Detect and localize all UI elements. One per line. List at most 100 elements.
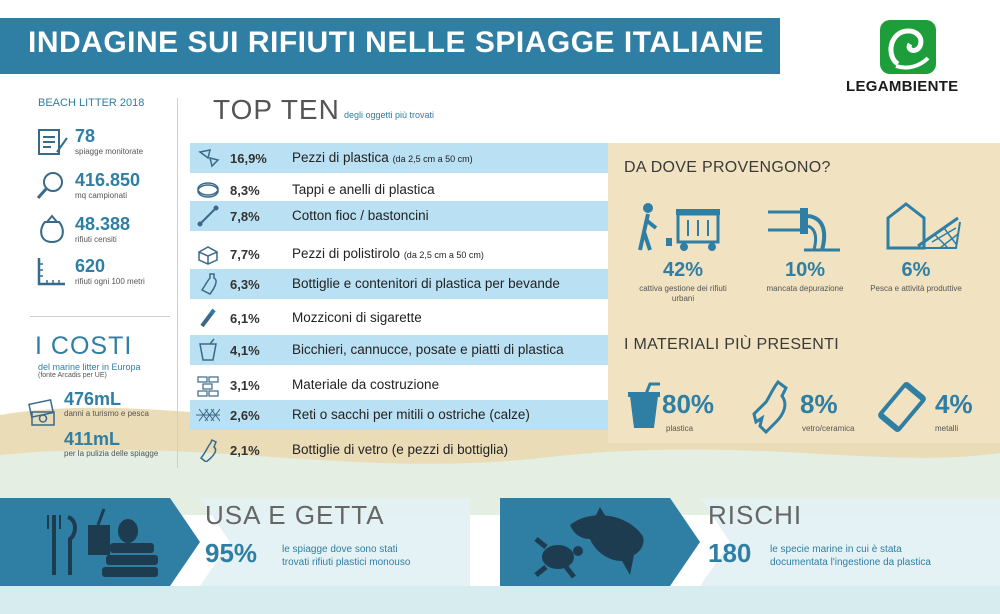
fishing-net-icon — [886, 202, 961, 250]
top-ten-pct: 6,1% — [230, 311, 260, 326]
costi-source: (fonte Arcadis per UE) — [38, 372, 107, 379]
bottle-cap-icon — [197, 182, 219, 198]
material-label-glass: vetro/ceramica — [802, 424, 855, 433]
top-ten-label-wrap: Mozziconi di sigarette — [292, 310, 422, 325]
source-pct-urban: 42% — [662, 259, 704, 281]
top-ten-pct: 8,3% — [230, 183, 260, 198]
top-ten-label-wrap: Bicchieri, cannucce, posate e piatti di … — [292, 342, 564, 357]
top-ten-row: 3,1% Materiale da costruzione — [190, 370, 608, 400]
usa-getta-label-2: trovati rifiuti plastici monouso — [282, 557, 411, 568]
sources-materials-panel — [608, 143, 1000, 443]
swan-logo-icon — [880, 20, 936, 74]
usa-getta-pct: 95% — [205, 538, 258, 568]
source-label-depuration: mancata depurazione — [766, 284, 844, 293]
costi-title: I COSTI — [35, 332, 133, 360]
dolphin-turtle-icon — [534, 507, 644, 579]
top-ten-pct: 2,1% — [230, 443, 260, 458]
top-ten-label: Reti o sacchi per mitili o ostriche (cal… — [292, 407, 530, 422]
stat-label: rifiuti ogni 100 metri — [75, 277, 145, 286]
divider — [177, 98, 178, 468]
pipe-outflow-icon — [768, 208, 840, 252]
rischi-label-1: le specie marine in cui è stata — [770, 544, 902, 555]
stat-label: mq campionati — [75, 191, 128, 200]
plastic-pieces-icon — [198, 149, 220, 168]
disposable-items-icon — [47, 508, 158, 577]
top-ten-row: 7,7% Pezzi di polistirolo (da 2,5 cm a 50… — [190, 239, 608, 269]
top-ten-label-wrap: Materiale da costruzione — [292, 377, 439, 392]
top-ten-label-wrap: Bottiglie di vetro (e pezzi di bottiglia… — [292, 442, 508, 457]
page-title: INDAGINE SUI RIFIUTI NELLE SPIAGGE ITALI… — [28, 26, 764, 59]
sources-title: DA DOVE PROVENGONO? — [624, 159, 831, 176]
top-ten-label: Bottiglie e contenitori di plastica per … — [292, 276, 560, 291]
top-ten-pct: 7,8% — [230, 209, 260, 224]
top-ten-label: Materiale da costruzione — [292, 377, 440, 392]
source-pct-fishing: 6% — [901, 259, 931, 281]
stat-value: 78 — [75, 126, 96, 146]
net-icon — [196, 408, 220, 422]
top-ten-label: Pezzi di polistirolo — [292, 246, 401, 261]
costi-subtitle: del marine litter in Europa — [38, 362, 141, 372]
polystyrene-icon — [198, 246, 218, 265]
usa-getta-title: USA E GETTA — [205, 500, 385, 530]
top-ten-row: 7,8% Cotton fioc / bastoncini — [190, 201, 608, 231]
stat-label: rifiuti censiti — [75, 235, 117, 244]
top-ten-note: (da 2,5 cm a 50 cm) — [403, 250, 484, 260]
beach-litter-subtitle: BEACH LITTER 2018 — [38, 97, 145, 109]
magnifier-icon — [36, 172, 63, 199]
cost-value-cleanup: 411mL — [64, 429, 121, 449]
sea-strip — [0, 586, 1000, 614]
top-ten-pct: 7,7% — [230, 247, 260, 262]
cost-label-cleanup: per la pulizia delle spiagge — [64, 449, 159, 458]
source-label-urban: cattiva gestione dei rifiuti urbani — [639, 284, 727, 303]
logo-text: LEGAMBIENTE — [846, 78, 959, 95]
rischi-title: RISCHI — [708, 500, 803, 530]
bricks-icon — [197, 376, 219, 397]
cost-value-tourism: 476mL — [64, 389, 122, 409]
source-label-fishing: Pesca e attività produttive — [870, 284, 962, 293]
can-icon — [878, 382, 926, 432]
top-ten-label: Tappi e anelli di plastica — [292, 182, 435, 197]
dumpster-icon — [638, 203, 720, 251]
top-ten-label-wrap: Pezzi di polistirolo (da 2,5 cm a 50 cm) — [292, 246, 484, 261]
top-ten-row: 6,1% Mozziconi di sigarette — [190, 303, 608, 333]
top-ten-row: 16,9% Pezzi di plastica (da 2,5 cm a 50 c… — [190, 143, 608, 173]
clipboard-icon — [38, 129, 68, 155]
top-ten-label: Bicchieri, cannucce, posate e piatti di … — [292, 342, 564, 357]
top-ten-pct: 6,3% — [230, 277, 260, 292]
top-ten-subtitle: degli oggetti più trovati — [344, 110, 435, 120]
plastic-cup-icon — [628, 382, 660, 428]
top-ten-pct: 3,1% — [230, 378, 260, 393]
material-pct-plastic: 80% — [662, 389, 715, 419]
material-pct-metal: 4% — [935, 389, 973, 419]
plastic-bottle-icon — [200, 273, 217, 295]
cup-icon — [199, 338, 217, 361]
cotton-swab-icon — [197, 205, 219, 227]
title-bar — [0, 18, 780, 74]
usa-getta-label-1: le spiagge dove sono stati — [282, 544, 398, 555]
rischi-value: 180 — [708, 538, 752, 568]
top-ten-row: 4,1% Bicchieri, cannucce, posate e piatti… — [190, 335, 608, 365]
top-ten-pct: 16,9% — [230, 151, 267, 166]
trash-bag-icon — [40, 214, 64, 244]
ruler-icon — [37, 258, 65, 286]
material-label-metal: metalli — [935, 424, 959, 433]
stat-label: spiagge monitorate — [75, 147, 144, 156]
material-label-plastic: plastica — [666, 424, 694, 433]
top-ten-label: Pezzi di plastica — [292, 150, 389, 165]
rischi-label-2: documentata l'ingestione da plastica — [770, 557, 931, 568]
divider — [30, 316, 170, 317]
top-ten-row: 6,3% Bottiglie e contenitori di plastica … — [190, 269, 608, 299]
stat-value: 48.388 — [75, 214, 131, 234]
top-ten-row: 2,6% Reti o sacchi per mitili o ostriche … — [190, 400, 608, 430]
top-ten-label-wrap: Cotton fioc / bastoncini — [292, 208, 429, 223]
top-ten-row: 2,1% Bottiglie di vetro (e pezzi di botti… — [190, 435, 608, 465]
top-ten-title: TOP TEN — [213, 94, 340, 125]
top-ten-label-wrap: Pezzi di plastica (da 2,5 cm a 50 cm) — [292, 150, 473, 165]
cost-label-tourism: danni a turismo e pesca — [64, 409, 149, 418]
top-ten-row: 8,3% Tappi e anelli di plastica — [190, 175, 608, 205]
top-ten-label: Mozziconi di sigarette — [292, 310, 422, 325]
broken-bottle-icon — [752, 379, 788, 435]
top-ten-label: Cotton fioc / bastoncini — [292, 208, 429, 223]
top-ten-label-wrap: Tappi e anelli di plastica — [292, 182, 435, 197]
top-ten-label-wrap: Reti o sacchi per mitili o ostriche (cal… — [292, 407, 530, 422]
